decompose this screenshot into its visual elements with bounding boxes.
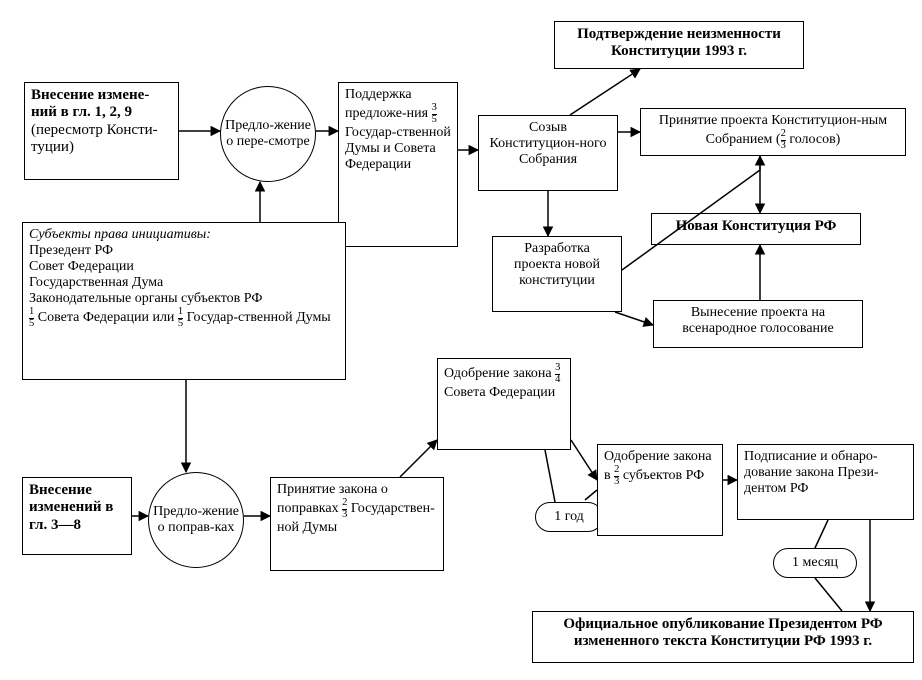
node-n11: Внесение изменений в гл. 3—8 xyxy=(22,477,132,555)
edge-14 xyxy=(400,440,437,477)
node-n15: 1 год xyxy=(535,502,603,532)
edge-8 xyxy=(615,312,653,325)
node-n4: Созыв Конституцион-ного Собрания xyxy=(478,115,618,191)
node-n13: Принятие закона о поправках 23 Государст… xyxy=(270,477,444,571)
node-n12: Предло-жение о поправ-ках xyxy=(148,472,244,568)
node-n8: Разработка проекта новой конституции xyxy=(492,236,622,312)
node-n10: Субъекты права инициативы:Презедент РФСо… xyxy=(22,222,346,380)
node-n14: Одобрение закона 34 Совета Федерации xyxy=(437,358,571,450)
node-n16: Одобрение закона в 23 субъектов РФ xyxy=(597,444,723,536)
node-n3: Поддержка предложе-ния 35 Государ-ственн… xyxy=(338,82,458,247)
edge-15 xyxy=(571,440,597,480)
node-n17: Подписание и обнаро-дование закона Прези… xyxy=(737,444,914,520)
node-n18: 1 месяц xyxy=(773,548,857,578)
node-n7: Новая Конституция РФ xyxy=(651,213,861,245)
edge-21 xyxy=(815,578,842,611)
edge-20 xyxy=(815,520,828,548)
node-n5: Подтверждение неизменности Конституции 1… xyxy=(554,21,804,69)
node-n1: Внесение измене- ний в гл. 1, 2, 9 (пере… xyxy=(24,82,179,180)
edge-16 xyxy=(585,490,597,500)
node-n19: Официальное опубликование Президентом РФ… xyxy=(532,611,914,663)
node-n6: Принятие проекта Конституцион-ным Собран… xyxy=(640,108,906,156)
flowchart-canvas: Внесение измене- ний в гл. 1, 2, 9 (пере… xyxy=(0,0,922,680)
node-n9: Вынесение проекта на всенародное голосов… xyxy=(653,300,863,348)
edge-3 xyxy=(570,69,640,115)
edge-17 xyxy=(545,450,555,502)
node-n2: Предло-жение о пере-смотре xyxy=(220,86,316,182)
